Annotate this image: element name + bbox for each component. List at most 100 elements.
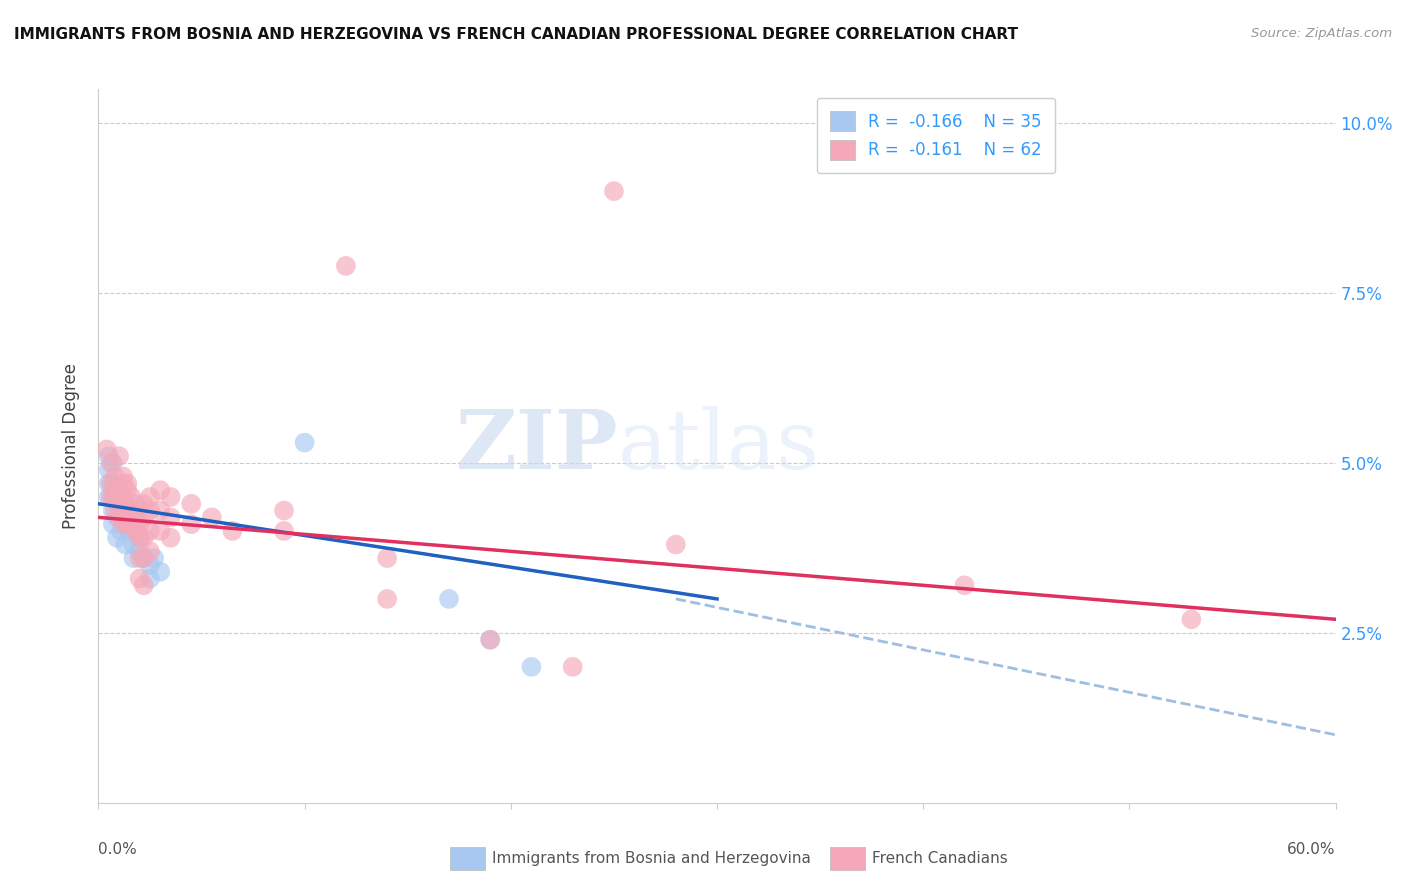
Point	[112, 490, 135, 504]
Point	[294, 435, 316, 450]
Point	[105, 483, 128, 498]
Point	[139, 544, 162, 558]
Point	[122, 517, 145, 532]
Point	[335, 259, 357, 273]
Point	[117, 503, 139, 517]
Point	[117, 517, 139, 532]
Point	[520, 660, 543, 674]
Point	[149, 483, 172, 498]
Point	[479, 632, 502, 647]
Point	[118, 503, 141, 517]
Point	[479, 632, 502, 647]
Point	[273, 524, 295, 538]
Point	[128, 517, 150, 532]
Point	[953, 578, 976, 592]
Point	[101, 456, 124, 470]
Point	[114, 517, 136, 532]
Point	[117, 483, 139, 498]
Point	[132, 551, 155, 566]
Point	[375, 551, 398, 566]
Point	[112, 476, 135, 491]
Point	[118, 524, 141, 538]
Point	[561, 660, 583, 674]
Point	[603, 184, 626, 198]
Point	[132, 578, 155, 592]
Legend: R =  -0.166    N = 35, R =  -0.161    N = 62: R = -0.166 N = 35, R = -0.161 N = 62	[817, 97, 1054, 173]
Point	[101, 517, 124, 532]
Point	[128, 572, 150, 586]
Point	[273, 503, 295, 517]
Point	[128, 531, 150, 545]
Point	[128, 551, 150, 566]
Point	[139, 490, 162, 504]
Text: 0.0%: 0.0%	[98, 842, 138, 857]
Point	[101, 490, 124, 504]
Point	[143, 551, 166, 566]
Point	[180, 517, 202, 532]
Point	[105, 531, 128, 545]
Point	[132, 551, 155, 566]
Point	[104, 503, 127, 517]
Point	[132, 510, 155, 524]
Point	[1180, 612, 1202, 626]
Point	[122, 537, 145, 551]
Point	[149, 503, 172, 517]
Point	[97, 476, 120, 491]
Point	[124, 510, 146, 524]
Point	[110, 490, 132, 504]
Point	[132, 497, 155, 511]
Point	[101, 476, 124, 491]
Text: ZIP: ZIP	[456, 406, 619, 486]
Point	[104, 469, 127, 483]
Point	[128, 544, 150, 558]
Point	[100, 456, 122, 470]
Point	[665, 537, 688, 551]
Point	[110, 503, 132, 517]
Point	[108, 497, 131, 511]
Text: Immigrants from Bosnia and Herzegovina: Immigrants from Bosnia and Herzegovina	[492, 852, 811, 866]
Point	[139, 558, 162, 572]
Point	[159, 490, 181, 504]
Point	[122, 551, 145, 566]
Point	[97, 463, 120, 477]
Point	[139, 524, 162, 538]
Y-axis label: Professional Degree: Professional Degree	[62, 363, 80, 529]
Point	[128, 531, 150, 545]
Point	[159, 510, 181, 524]
Point	[108, 483, 131, 498]
Point	[112, 503, 135, 517]
Point	[100, 490, 122, 504]
Point	[108, 449, 131, 463]
Point	[105, 497, 128, 511]
Point	[117, 476, 139, 491]
Point	[104, 483, 127, 498]
Text: Source: ZipAtlas.com: Source: ZipAtlas.com	[1251, 27, 1392, 40]
Point	[114, 537, 136, 551]
Point	[120, 517, 142, 532]
Point	[105, 510, 128, 524]
Point	[128, 503, 150, 517]
Point	[104, 490, 127, 504]
Point	[108, 510, 131, 524]
Point	[112, 517, 135, 532]
Point	[149, 565, 172, 579]
Point	[100, 476, 122, 491]
Point	[97, 449, 120, 463]
Point	[437, 591, 460, 606]
Point	[101, 503, 124, 517]
Point	[139, 503, 162, 517]
Point	[159, 531, 181, 545]
Point	[124, 497, 146, 511]
Point	[221, 524, 243, 538]
Point	[149, 524, 172, 538]
Point	[110, 524, 132, 538]
Point	[120, 490, 142, 504]
Point	[132, 531, 155, 545]
Point	[114, 497, 136, 511]
Text: IMMIGRANTS FROM BOSNIA AND HERZEGOVINA VS FRENCH CANADIAN PROFESSIONAL DEGREE CO: IMMIGRANTS FROM BOSNIA AND HERZEGOVINA V…	[14, 27, 1018, 42]
Point	[120, 503, 142, 517]
Point	[96, 442, 118, 457]
Text: atlas: atlas	[619, 406, 820, 486]
Point	[97, 490, 120, 504]
Point	[139, 572, 162, 586]
